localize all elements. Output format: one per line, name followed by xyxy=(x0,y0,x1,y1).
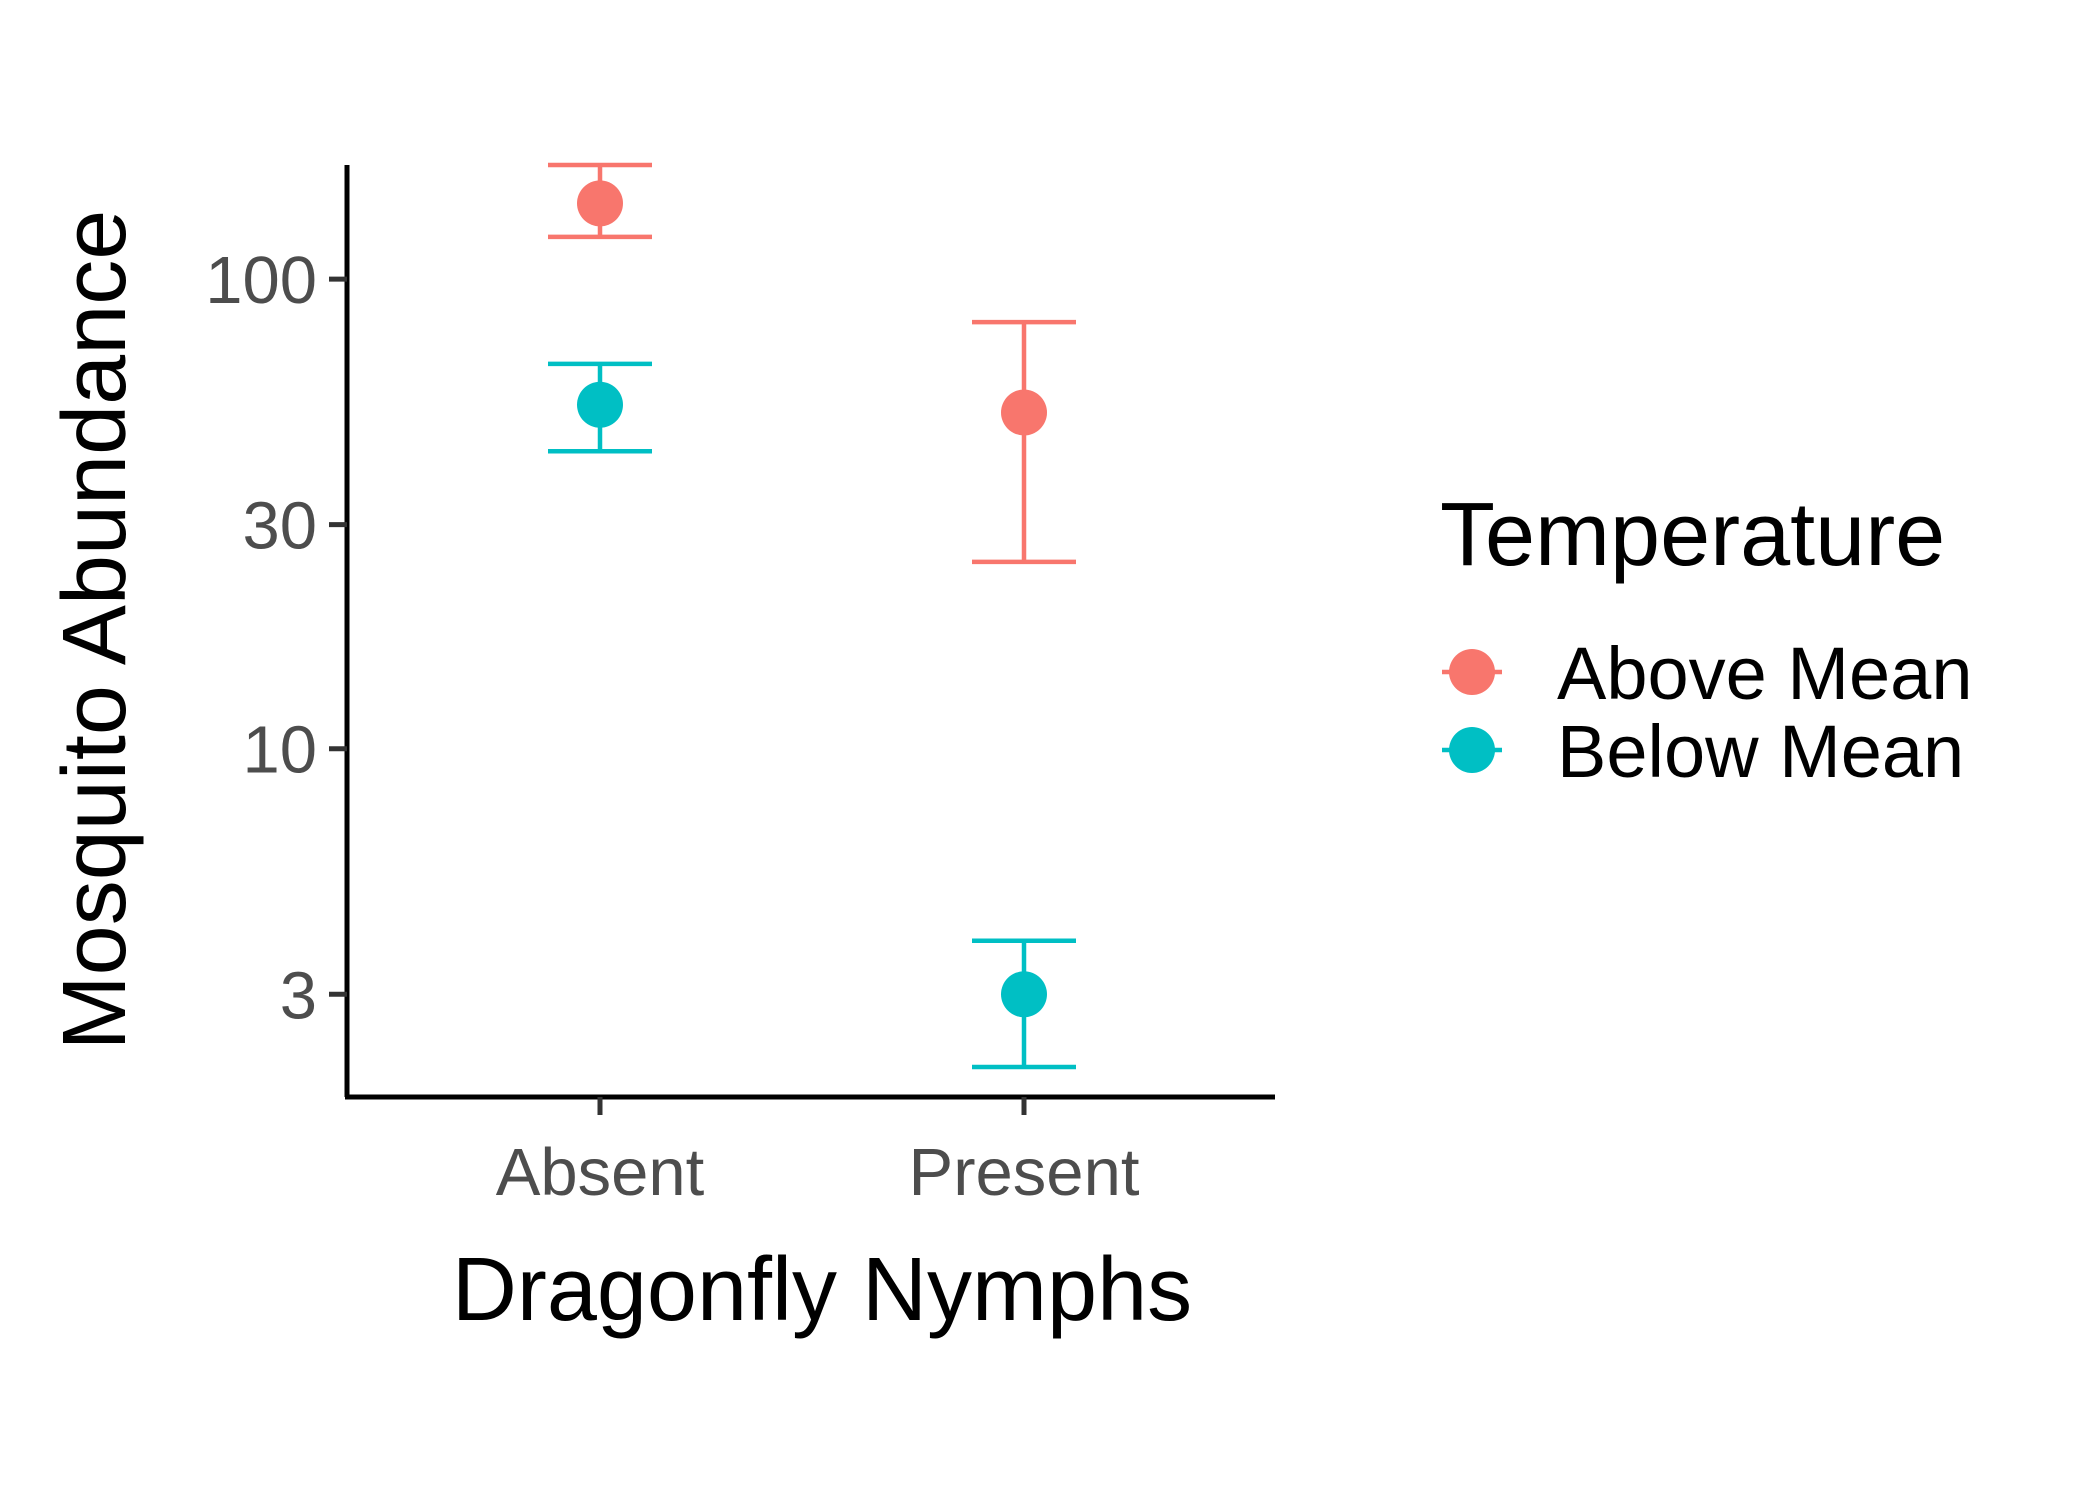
series-below-mean xyxy=(548,361,1076,1070)
x-tick-label: Present xyxy=(909,1135,1140,1210)
data-point xyxy=(1001,971,1047,1018)
y-tick-label: 30 xyxy=(242,489,317,564)
legend-key-point xyxy=(1449,649,1495,695)
y-tick-label: 10 xyxy=(242,713,317,788)
data-point xyxy=(577,180,623,227)
y-axis-title: Mosquito Abundance xyxy=(45,210,145,1051)
legend-key-point xyxy=(1449,727,1495,773)
legend-label: Below Mean xyxy=(1557,710,1964,793)
legend-title: Temperature xyxy=(1440,485,1945,585)
y-tick-label: 100 xyxy=(205,243,317,318)
data-point xyxy=(1001,389,1047,436)
legend-label: Above Mean xyxy=(1557,632,1973,715)
x-tick-label: Absent xyxy=(496,1135,705,1210)
plot-panel xyxy=(548,162,1076,1070)
y-tick-label: 3 xyxy=(280,958,317,1033)
axes: 3 10 30 100 Absent Present xyxy=(205,165,1275,1210)
x-axis-title: Dragonfly Nymphs xyxy=(452,1240,1192,1340)
data-point xyxy=(577,381,623,428)
series-above-mean xyxy=(548,162,1076,565)
